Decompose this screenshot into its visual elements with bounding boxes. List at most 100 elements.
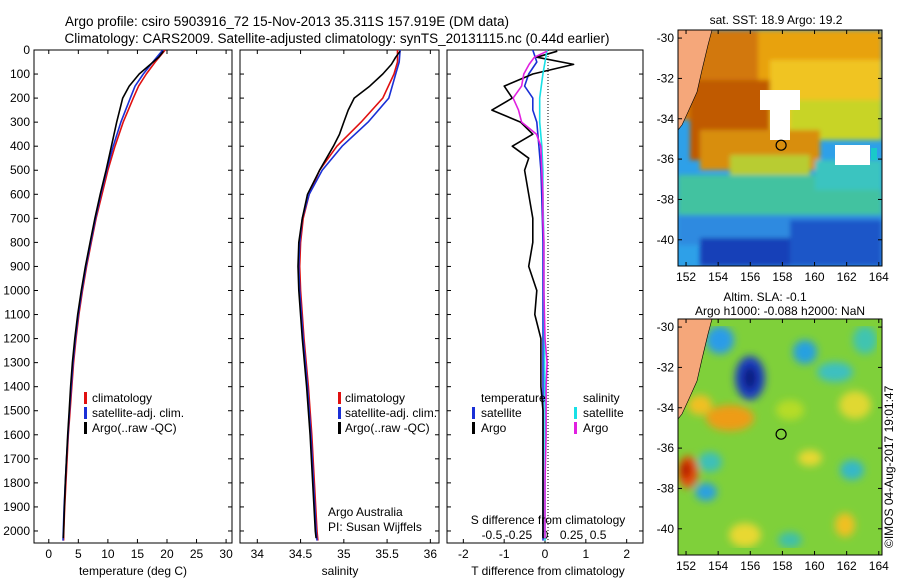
temperature-tick-label: 5 — [75, 547, 82, 561]
sla-map-subtitle: Argo h1000: -0.088 h2000: NaN — [695, 304, 865, 318]
salinity-tick-label: 36 — [424, 547, 438, 561]
depth-tick-label: 1200 — [3, 332, 30, 346]
temperature-tick-label: 20 — [160, 547, 174, 561]
depth-tick-label: 1600 — [3, 428, 30, 442]
temperature-tick-label: 10 — [101, 547, 115, 561]
temperature-panel: 0100200300400500600700800900100011001200… — [3, 43, 233, 578]
map-lon-label: 164 — [869, 270, 889, 284]
sla-field — [678, 326, 877, 548]
temperature-xlabel: temperature (deg C) — [79, 564, 187, 578]
legend-swatch-t-argo — [472, 422, 475, 434]
depth-tick-label: 500 — [10, 163, 30, 177]
depth-tick-label: 600 — [10, 187, 30, 201]
series-line-t-satellite — [523, 50, 544, 541]
map-lon-label: 160 — [805, 559, 825, 573]
sla-map-ticks: 152 154 156 158 160 162 164 -30 -32 -34 -36 -38 -40 — [657, 319, 889, 573]
t-difference-tick-label: 2 — [623, 547, 630, 561]
map-lat-label: -30 — [657, 31, 675, 45]
t-difference-tick-label: 1 — [582, 547, 589, 561]
sla-map-frame — [677, 318, 883, 556]
t-difference-label: T difference from climatology — [471, 564, 625, 578]
sst-nodata-edge — [871, 148, 877, 160]
salinity-depth-ticks — [240, 49, 439, 532]
difference-legend: temperature salinity satellite Argo sate… — [472, 391, 624, 435]
legend-label-climatology: climatology — [345, 391, 405, 405]
s-difference-tick-label: -0.5 — [482, 528, 503, 542]
legend-label-s-satellite: satellite — [583, 406, 624, 420]
temperature-tick-label: 25 — [190, 547, 204, 561]
legend-swatch-satellite — [84, 407, 87, 419]
pi-text: PI: Susan Wijffels — [328, 520, 422, 534]
legend-swatch-argo — [84, 422, 87, 434]
legend-swatch-climatology — [84, 392, 87, 404]
map-lat-label: -34 — [657, 401, 675, 415]
float-position-marker — [775, 139, 787, 151]
sst-nodata — [835, 145, 870, 165]
depth-tick-label: 1800 — [3, 476, 30, 490]
difference-panel: -2 -1 0 1 2-0.5 -0.25 0 0.25 0.5 S difference fr… — [446, 49, 644, 578]
depth-tick-label: 200 — [10, 91, 30, 105]
sla-map: Altim. SLA: -0.1 Argo h1000: -0.088 h200… — [657, 290, 889, 573]
temperature-tick-label: 0 — [45, 547, 52, 561]
map-lon-label: 152 — [676, 270, 696, 284]
credit-text: Argo Australia — [328, 505, 403, 519]
depth-tick-label: 100 — [10, 67, 30, 81]
map-lat-label: -38 — [657, 192, 675, 206]
legend-swatch-satellite — [338, 407, 341, 419]
sst-nodata — [760, 90, 800, 110]
map-lat-label: -32 — [657, 360, 675, 374]
legend-swatch-s-satellite — [574, 407, 577, 419]
temperature-tick-label: 30 — [219, 547, 233, 561]
map-lon-label: 156 — [740, 559, 760, 573]
depth-tick-label: 700 — [10, 211, 30, 225]
float-position-marker — [775, 428, 787, 440]
depth-tick-label: 1900 — [3, 500, 30, 514]
s-difference-tick-label: -0.25 — [505, 528, 533, 542]
series-line-s-satellite — [538, 50, 548, 541]
map-lon-label: 158 — [772, 559, 792, 573]
depth-tick-label: 0 — [23, 43, 30, 57]
salinity-tick-label: 34.5 — [289, 547, 313, 561]
depth-tick-label: 1100 — [4, 308, 30, 322]
t-difference-tick-label: -2 — [458, 547, 469, 561]
series-line-s-argo — [512, 50, 548, 539]
map-lon-label: 156 — [740, 270, 760, 284]
series-line-argo-raw-qc — [297, 50, 401, 539]
s-difference-tick-label: 0.5 — [590, 528, 607, 542]
difference-x-axis: -2 -1 0 1 2-0.5 -0.25 0 0.25 0.5 — [458, 528, 630, 561]
sst-coastline — [678, 30, 713, 131]
legend-label-climatology: climatology — [92, 391, 152, 405]
map-lon-label: 164 — [869, 559, 889, 573]
map-lat-label: -34 — [657, 112, 675, 126]
depth-tick-label: 400 — [10, 139, 30, 153]
sla-coastline — [678, 319, 713, 420]
sst-map-frame — [677, 29, 883, 267]
legend-title-salinity: salinity — [583, 391, 620, 405]
map-lon-label: 154 — [708, 559, 728, 573]
temperature-tick-label: 15 — [131, 547, 145, 561]
salinity-panel: 34 34.5 35 35.5 36 salinity climatology sate… — [239, 49, 440, 578]
map-lon-label: 160 — [805, 270, 825, 284]
map-lat-label: -38 — [657, 481, 675, 495]
series-line-argo-raw-qc — [62, 50, 165, 539]
legend-swatch-t-satellite — [472, 407, 475, 419]
salinity-legend: climatology satellite-adj. clim. Argo(..… — [338, 391, 437, 435]
difference-lines — [491, 50, 575, 541]
salinity-xlabel: salinity — [322, 564, 359, 578]
map-lon-label: 162 — [837, 559, 857, 573]
t-difference-tick-label: 0 — [542, 547, 549, 561]
t-difference-tick-label: -1 — [499, 547, 510, 561]
sst-map-ticks: 152 154 156 158 160 162 164 -30 -32 -34 -36 -38 -40 — [657, 30, 889, 284]
salinity-tick-label: 35 — [337, 547, 351, 561]
salinity-lines — [297, 50, 401, 541]
legend-label-satellite: satellite-adj. clim. — [92, 406, 184, 420]
salinity-axes — [239, 49, 440, 544]
map-lat-label: -32 — [657, 71, 675, 85]
legend-label-argo: Argo(..raw -QC) — [345, 421, 430, 435]
sst-map-title: sat. SST: 18.9 Argo: 19.2 — [710, 13, 843, 27]
timestamp-credit: ©IMOS 04-Aug-2017 19:01:47 — [882, 385, 896, 548]
depth-tick-label: 1400 — [3, 380, 30, 394]
s-difference-tick-label: 0.25 — [560, 528, 584, 542]
depth-tick-label: 1300 — [3, 356, 30, 370]
